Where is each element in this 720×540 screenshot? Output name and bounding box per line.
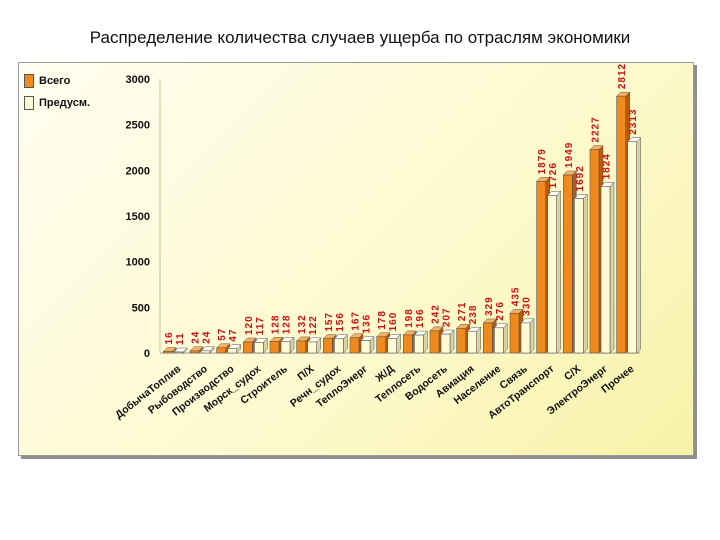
- legend-item-total: Всего: [24, 70, 90, 92]
- bar-total: [616, 95, 626, 354]
- y-tick-label: 2500: [126, 120, 150, 132]
- bar-total: [589, 149, 600, 354]
- data-label-planned: 330: [522, 296, 533, 316]
- data-label-planned: 136: [362, 314, 373, 334]
- data-label-total: 329: [484, 296, 495, 316]
- data-label-total: 128: [271, 315, 282, 335]
- bar-total: [243, 341, 253, 354]
- bar-planned: [200, 350, 211, 354]
- data-label-total: 1949: [564, 142, 575, 168]
- bar-planned: [280, 341, 291, 354]
- data-label-planned: 122: [308, 315, 319, 335]
- bar-total: [429, 330, 440, 354]
- data-label-total: 132: [297, 314, 308, 334]
- data-label-planned: 128: [282, 315, 293, 335]
- bar-side: [476, 326, 481, 354]
- data-label-planned: 276: [495, 301, 506, 321]
- data-label-planned: 117: [255, 316, 266, 335]
- bar-total: [296, 340, 306, 354]
- y-tick-label: 1500: [126, 211, 150, 223]
- data-label-planned: 47: [228, 329, 239, 342]
- data-label-total: 2812: [617, 63, 628, 89]
- bar-planned: [600, 186, 611, 354]
- legend-swatch-planned: [24, 96, 34, 110]
- bar-planned: [174, 351, 184, 354]
- data-label-total: 24: [191, 331, 202, 344]
- data-label-total: 157: [324, 312, 335, 332]
- bar-planned: [414, 334, 424, 354]
- data-label-planned: 238: [468, 305, 479, 325]
- data-label-planned: 1824: [602, 153, 613, 179]
- bar-total: [323, 338, 333, 354]
- bar-total: [216, 347, 226, 354]
- bar-planned: [360, 340, 371, 354]
- data-label-planned: 24: [202, 331, 213, 344]
- bar-total: [376, 336, 386, 354]
- bar-planned: [494, 327, 504, 354]
- data-label-total: 167: [351, 311, 362, 331]
- data-label-total: 2227: [591, 116, 602, 142]
- data-label-planned: 2313: [628, 108, 639, 134]
- bar-total: [509, 312, 520, 354]
- y-tick-label: 1000: [126, 257, 150, 269]
- bar-total: [163, 351, 173, 354]
- bar-total: [403, 334, 413, 354]
- bar-total: [563, 174, 573, 354]
- data-label-total: 271: [457, 302, 468, 322]
- data-label-total: 120: [244, 315, 255, 335]
- bar-planned: [227, 348, 237, 354]
- bar-planned: [574, 198, 584, 354]
- y-tick-label: 3000: [126, 74, 150, 86]
- bar-side: [503, 323, 508, 354]
- legend-label-planned: Предусм.: [39, 97, 91, 109]
- bar-planned: [387, 338, 397, 354]
- bar-planned: [254, 342, 264, 354]
- data-label-planned: 160: [388, 312, 399, 332]
- data-label-planned: 196: [415, 308, 426, 328]
- page-title: Распределение количества случаев ущерба …: [89, 28, 631, 47]
- legend-item-planned: Предусм.: [24, 92, 90, 114]
- data-label-planned: 207: [442, 307, 453, 327]
- data-label-planned: 1726: [548, 162, 559, 188]
- bar-total: [349, 337, 360, 354]
- bar-total: [269, 341, 280, 354]
- data-label-total: 198: [404, 308, 415, 328]
- data-label-total: 435: [511, 287, 522, 307]
- bar-planned: [334, 338, 344, 354]
- legend-label-total: Всего: [39, 75, 71, 87]
- data-label-planned: 156: [335, 312, 346, 332]
- data-label-total: 1879: [537, 148, 548, 174]
- y-tick-label: 2000: [126, 165, 150, 177]
- bar-planned: [627, 141, 637, 354]
- data-label-total: 16: [164, 331, 175, 344]
- data-label-total: 242: [431, 304, 442, 324]
- bar-planned: [307, 341, 317, 354]
- bar-side: [556, 190, 561, 354]
- legend-swatch-total: [24, 74, 34, 88]
- bar-total: [189, 350, 200, 354]
- bar-side: [609, 181, 615, 354]
- chart-legend: Всего Предусм.: [24, 70, 90, 114]
- y-tick-label: 0: [144, 348, 150, 360]
- data-label-total: 57: [217, 328, 228, 341]
- bar-total: [536, 181, 546, 354]
- data-label-planned: 1692: [575, 165, 586, 191]
- data-label-total: 178: [377, 310, 388, 330]
- bar-planned: [467, 330, 477, 354]
- bar-planned: [440, 333, 451, 354]
- bar-side: [529, 318, 535, 354]
- bar-total: [483, 322, 493, 354]
- bar-planned: [547, 195, 557, 354]
- bar-side: [583, 193, 588, 354]
- bar-total: [456, 327, 466, 354]
- data-label-planned: 11: [175, 332, 186, 345]
- bar-side: [636, 137, 641, 354]
- bar-planned: [520, 322, 531, 354]
- y-tick-label: 500: [132, 302, 150, 314]
